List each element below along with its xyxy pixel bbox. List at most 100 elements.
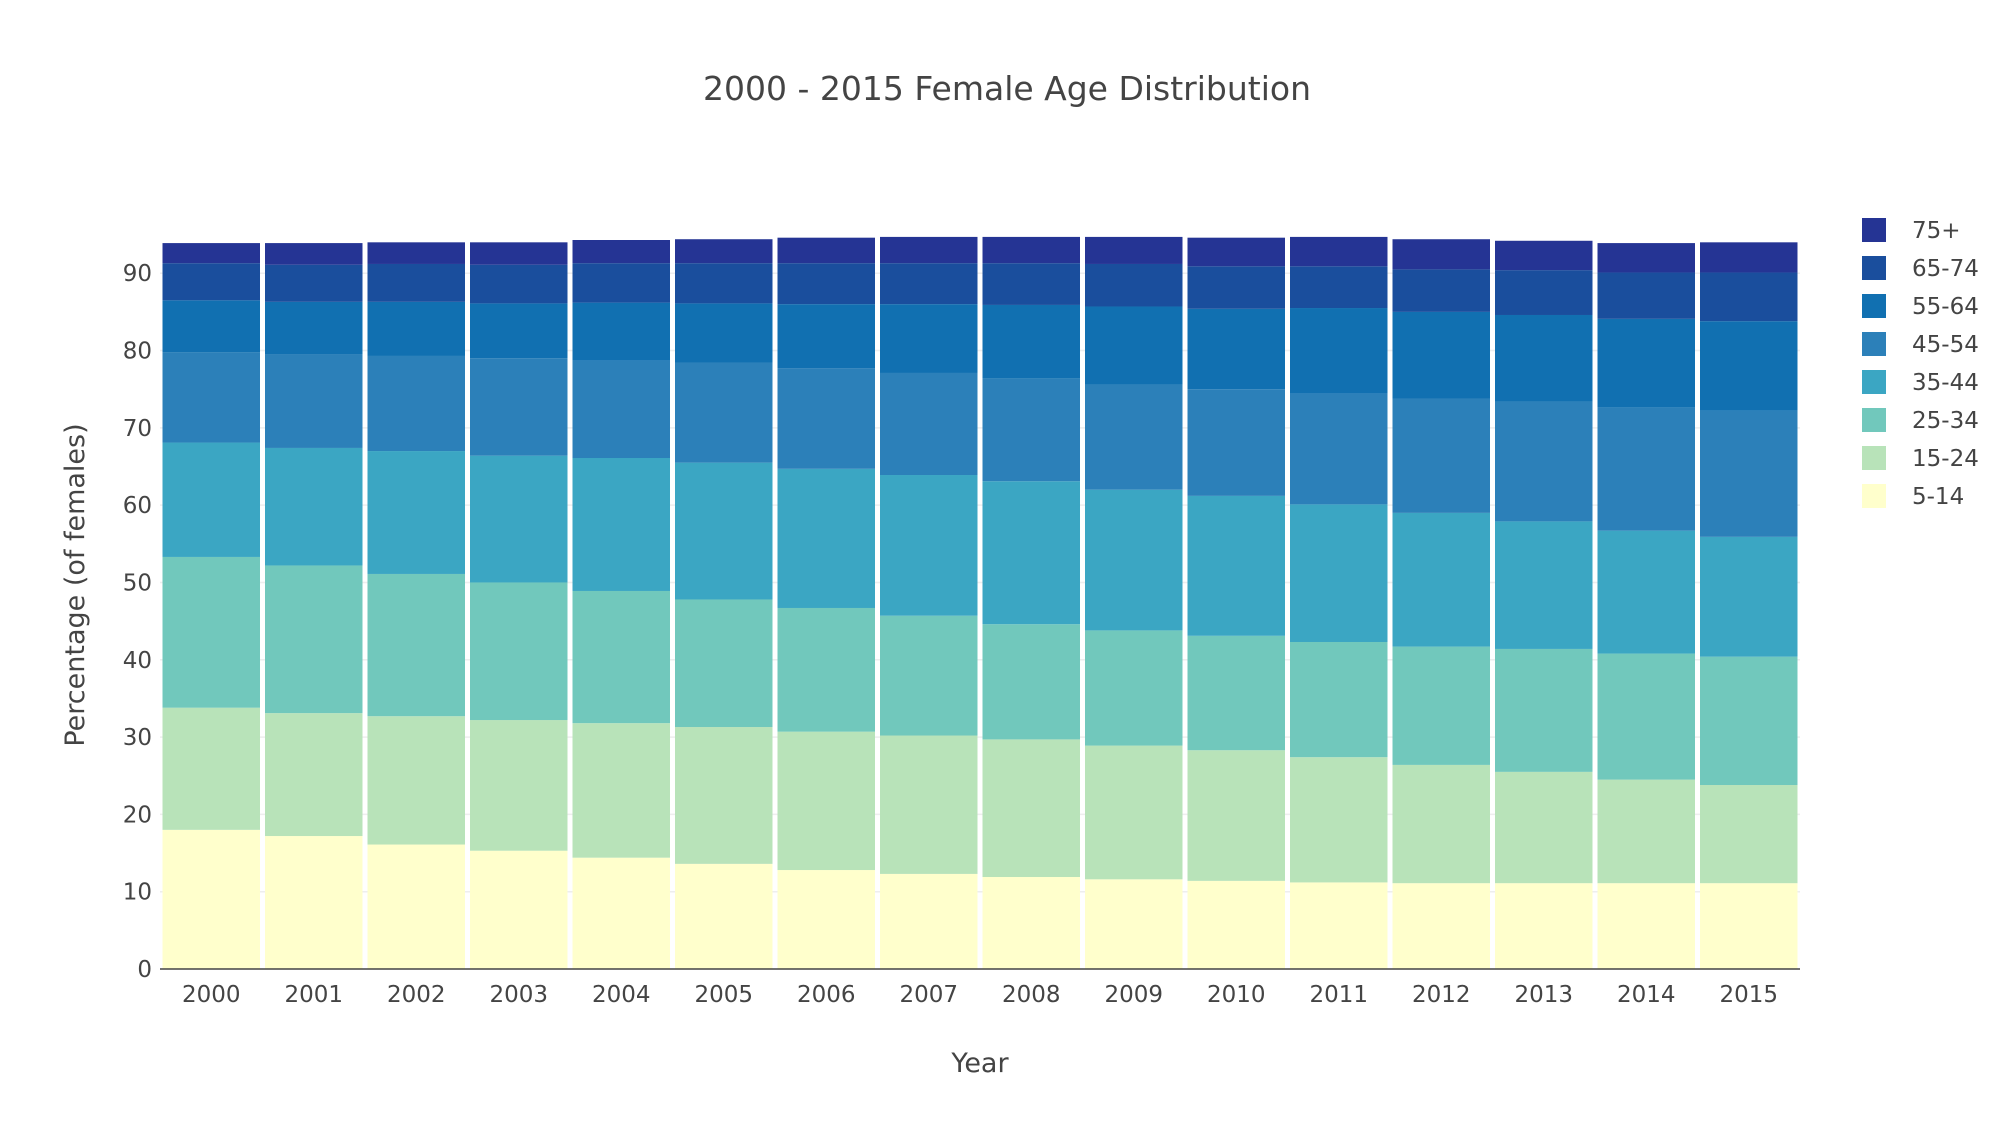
bar-segment-75plus-2011[interactable]: [1290, 236, 1388, 267]
bar-segment-5-14-2008[interactable]: [982, 877, 1081, 969]
bar-segment-65-74-2007[interactable]: [880, 263, 978, 305]
bar-segment-25-34-2004[interactable]: [572, 590, 671, 724]
bar-segment-25-34-2003[interactable]: [470, 582, 568, 721]
bar-segment-65-74-2000[interactable]: [162, 263, 261, 301]
bar-segment-25-34-2015[interactable]: [1700, 656, 1798, 786]
bar-segment-45-54-2000[interactable]: [162, 352, 261, 443]
bar-segment-15-24-2001[interactable]: [265, 713, 363, 837]
bar-segment-65-74-2012[interactable]: [1392, 269, 1491, 312]
bar-segment-15-24-2005[interactable]: [675, 727, 773, 864]
bar-segment-5-14-2003[interactable]: [470, 850, 568, 969]
bar-segment-5-14-2004[interactable]: [572, 857, 671, 969]
bar-segment-15-24-2009[interactable]: [1085, 745, 1183, 880]
bar-segment-45-54-2010[interactable]: [1187, 389, 1286, 496]
bar-segment-35-44-2011[interactable]: [1290, 504, 1388, 642]
bar-segment-5-14-2005[interactable]: [675, 863, 773, 969]
bar-segment-35-44-2007[interactable]: [880, 475, 978, 616]
bar-segment-45-54-2007[interactable]: [880, 372, 978, 476]
bar-segment-75plus-2009[interactable]: [1085, 236, 1183, 264]
bar-segment-35-44-2014[interactable]: [1597, 530, 1696, 654]
legend-item-75plus[interactable]: 75+: [1862, 218, 1961, 244]
bar-segment-55-64-2013[interactable]: [1495, 314, 1593, 402]
bar-segment-45-54-2005[interactable]: [675, 362, 773, 463]
bar-segment-75plus-2008[interactable]: [982, 236, 1081, 264]
bar-segment-5-14-2011[interactable]: [1290, 882, 1388, 969]
bar-segment-45-54-2011[interactable]: [1290, 393, 1388, 505]
bar-segment-75plus-2006[interactable]: [777, 237, 876, 264]
bar-segment-15-24-2002[interactable]: [367, 716, 466, 845]
bar-segment-55-64-2012[interactable]: [1392, 311, 1491, 399]
bar-segment-65-74-2008[interactable]: [982, 263, 1081, 305]
bar-segment-25-34-2013[interactable]: [1495, 648, 1593, 772]
bar-segment-25-34-2011[interactable]: [1290, 641, 1388, 758]
bar-segment-75plus-2013[interactable]: [1495, 240, 1593, 271]
bar-segment-45-54-2014[interactable]: [1597, 407, 1696, 531]
bar-segment-15-24-2011[interactable]: [1290, 757, 1388, 883]
bar-segment-75plus-2003[interactable]: [470, 242, 568, 265]
bar-segment-55-64-2000[interactable]: [162, 300, 261, 353]
bar-segment-25-34-2002[interactable]: [367, 573, 466, 717]
bar-segment-25-34-2001[interactable]: [265, 565, 363, 714]
bar-segment-75plus-2012[interactable]: [1392, 239, 1491, 270]
legend-item-15-24[interactable]: 15-24: [1862, 446, 1979, 472]
bar-segment-35-44-2006[interactable]: [777, 468, 876, 608]
bar-segment-55-64-2003[interactable]: [470, 303, 568, 359]
bar-segment-65-74-2010[interactable]: [1187, 266, 1286, 309]
bar-segment-75plus-2001[interactable]: [265, 243, 363, 265]
bar-segment-55-64-2004[interactable]: [572, 302, 671, 361]
bar-segment-55-64-2014[interactable]: [1597, 318, 1696, 408]
bar-segment-25-34-2010[interactable]: [1187, 635, 1286, 751]
bar-segment-35-44-2009[interactable]: [1085, 489, 1183, 631]
bar-segment-45-54-2001[interactable]: [265, 354, 363, 448]
bar-segment-25-34-2006[interactable]: [777, 607, 876, 732]
bar-segment-65-74-2015[interactable]: [1700, 272, 1798, 322]
bar-segment-65-74-2004[interactable]: [572, 263, 671, 303]
bar-segment-65-74-2009[interactable]: [1085, 263, 1183, 307]
bar-segment-45-54-2009[interactable]: [1085, 384, 1183, 490]
bar-segment-75plus-2005[interactable]: [675, 239, 773, 264]
bar-segment-55-64-2002[interactable]: [367, 301, 466, 356]
bar-segment-5-14-2009[interactable]: [1085, 879, 1183, 969]
bar-segment-25-34-2014[interactable]: [1597, 653, 1696, 780]
bar-segment-35-44-2000[interactable]: [162, 442, 261, 557]
bar-segment-5-14-2010[interactable]: [1187, 880, 1286, 969]
bar-segment-45-54-2013[interactable]: [1495, 401, 1593, 522]
bar-segment-55-64-2005[interactable]: [675, 303, 773, 363]
bar-segment-65-74-2006[interactable]: [777, 263, 876, 305]
bar-segment-15-24-2000[interactable]: [162, 707, 261, 830]
bar-segment-55-64-2006[interactable]: [777, 304, 876, 369]
bar-segment-75plus-2000[interactable]: [162, 243, 261, 264]
bar-segment-35-44-2004[interactable]: [572, 458, 671, 591]
bar-segment-55-64-2008[interactable]: [982, 304, 1081, 379]
bar-segment-15-24-2015[interactable]: [1700, 785, 1798, 884]
bar-segment-35-44-2003[interactable]: [470, 455, 568, 583]
bar-segment-5-14-2014[interactable]: [1597, 883, 1696, 969]
bar-segment-55-64-2007[interactable]: [880, 304, 978, 373]
bar-segment-65-74-2001[interactable]: [265, 264, 363, 302]
bar-segment-55-64-2010[interactable]: [1187, 308, 1286, 390]
bar-segment-55-64-2009[interactable]: [1085, 306, 1183, 385]
bar-segment-75plus-2002[interactable]: [367, 242, 466, 264]
bar-segment-65-74-2014[interactable]: [1597, 272, 1696, 319]
bar-segment-75plus-2007[interactable]: [880, 236, 978, 264]
bar-segment-75plus-2015[interactable]: [1700, 242, 1798, 273]
bar-segment-35-44-2015[interactable]: [1700, 536, 1798, 657]
bar-segment-45-54-2006[interactable]: [777, 368, 876, 469]
bar-segment-35-44-2008[interactable]: [982, 481, 1081, 625]
bar-segment-5-14-2015[interactable]: [1700, 883, 1798, 969]
bar-segment-55-64-2015[interactable]: [1700, 321, 1798, 411]
legend-item-45-54[interactable]: 45-54: [1862, 332, 1979, 358]
bar-segment-15-24-2010[interactable]: [1187, 750, 1286, 881]
bar-segment-45-54-2003[interactable]: [470, 358, 568, 456]
bar-segment-5-14-2000[interactable]: [162, 829, 261, 969]
bar-segment-5-14-2006[interactable]: [777, 870, 876, 969]
bar-segment-35-44-2001[interactable]: [265, 447, 363, 566]
legend-item-55-64[interactable]: 55-64: [1862, 294, 1979, 320]
legend-item-65-74[interactable]: 65-74: [1862, 256, 1979, 282]
bar-segment-15-24-2013[interactable]: [1495, 771, 1593, 884]
bar-segment-65-74-2011[interactable]: [1290, 266, 1388, 309]
bar-segment-55-64-2011[interactable]: [1290, 308, 1388, 394]
bar-segment-5-14-2001[interactable]: [265, 836, 363, 969]
bar-segment-15-24-2008[interactable]: [982, 739, 1081, 878]
bar-segment-65-74-2005[interactable]: [675, 263, 773, 304]
